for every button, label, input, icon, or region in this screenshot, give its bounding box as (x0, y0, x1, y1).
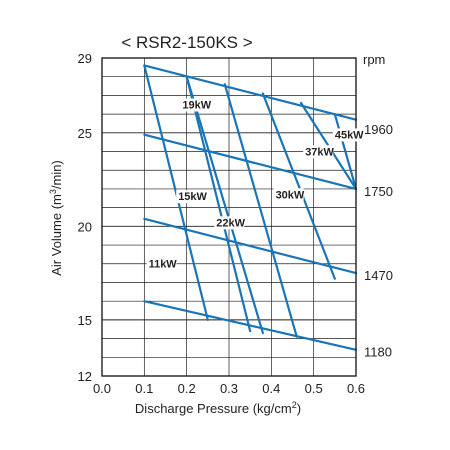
power-label-45kW: 45kW (335, 129, 364, 141)
x-axis-label-end: ) (297, 401, 301, 416)
ticks: 0.0 0.1 0.2 0.3 0.4 0.5 0.61215202529196017501… (78, 51, 393, 396)
rpm-curve-1470 (143, 217, 358, 275)
rpm-label: 1180 (364, 345, 392, 360)
y-axis-label-sup: 3 (48, 189, 58, 194)
x-tick-label: 0.5 (305, 381, 323, 396)
power-label-37kW: 37kW (305, 146, 334, 158)
power-label-22kW: 22kW (216, 217, 245, 229)
y-tick-label: 15 (78, 313, 92, 328)
power-label-bg (214, 216, 245, 230)
rpm-axis-label: rpm (363, 52, 385, 67)
rpm-curve-1180 (143, 300, 358, 351)
power-label-bg (176, 190, 207, 204)
rpm-curve-1750 (143, 133, 358, 191)
chart-title: < RSR2-150KS > (121, 33, 252, 52)
power-line-11kW (143, 64, 209, 321)
power-label-bg (146, 257, 177, 271)
y-tick-label: 12 (78, 369, 92, 384)
power-line-19kW (185, 75, 264, 335)
power-line-30kW (261, 92, 336, 280)
power-label-bg (332, 128, 363, 142)
power-label-30kW: 30kW (276, 189, 305, 201)
y-axis-label-end: /min) (49, 160, 64, 189)
rpm-label: 1960 (364, 122, 393, 137)
rpm-label: 1750 (364, 184, 393, 199)
power-label-19kW: 19kW (182, 100, 211, 112)
x-tick-label: 0.2 (178, 381, 196, 396)
x-axis-label-main: Discharge Pressure (kg/cm (135, 401, 292, 416)
y-tick-label: 20 (78, 219, 92, 234)
power-line-15kW (185, 75, 252, 333)
x-tick-label: 0.3 (220, 381, 238, 396)
y-axis-label-main: Air Volume (m (49, 194, 64, 276)
power-label-bg (303, 145, 334, 159)
power-label-bg (273, 188, 304, 202)
power-label-11kW: 11kW (149, 259, 178, 271)
x-axis-label: Discharge Pressure (kg/cm2) (135, 400, 301, 416)
rpm-label: 1470 (364, 268, 393, 283)
power-label-bg (180, 98, 211, 112)
y-tick-label: 29 (78, 51, 92, 66)
y-axis-label: Air Volume (m3/min) (48, 160, 64, 276)
x-tick-label: 0.4 (262, 381, 280, 396)
power-line-45kW (333, 113, 358, 191)
power-line-22kW (223, 83, 298, 338)
power-label-15kW: 15kW (178, 191, 207, 203)
x-tick-label: 0.6 (347, 381, 365, 396)
x-axis-label-sup: 2 (292, 400, 297, 410)
curves (143, 64, 358, 351)
rpm-curve-1960 (143, 64, 358, 121)
plot-border (101, 57, 357, 377)
x-tick-label: 0.0 (93, 381, 111, 396)
x-tick-label: 0.1 (135, 381, 153, 396)
plot-frame (101, 57, 357, 377)
y-tick-label: 25 (78, 126, 92, 141)
